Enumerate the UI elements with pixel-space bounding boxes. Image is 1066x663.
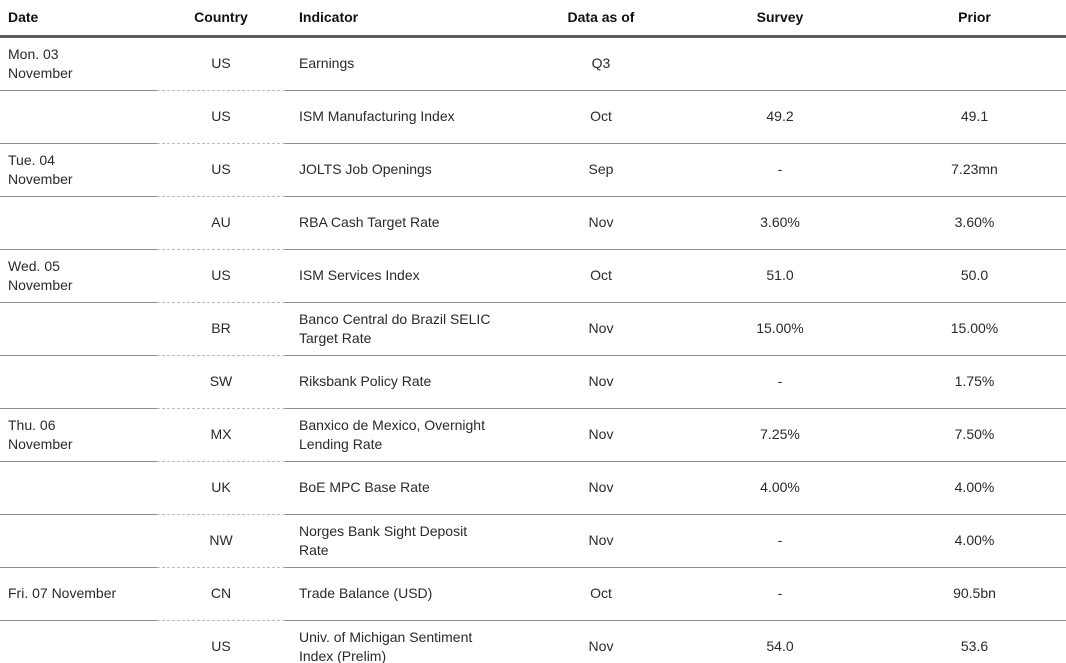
data-as-of-cell: Oct [525, 567, 677, 621]
prior-cell: 4.00% [883, 514, 1066, 568]
country-cell: SW [157, 355, 285, 409]
prior-cell: 50.0 [883, 249, 1066, 303]
indicator-cell: Trade Balance (USD) [285, 567, 525, 621]
table-row: UK BoE MPC Base Rate Nov 4.00% 4.00% [0, 461, 1066, 515]
column-header-indicator: Indicator [285, 0, 525, 38]
prior-cell: 90.5bn [883, 567, 1066, 621]
prior-cell: 7.23mn [883, 143, 1066, 197]
prior-cell: 4.00% [883, 461, 1066, 515]
data-as-of-cell: Nov [525, 461, 677, 515]
data-as-of-cell: Sep [525, 143, 677, 197]
country-cell: US [157, 143, 285, 197]
date-cell: Mon. 03 November [0, 36, 157, 91]
data-as-of-cell: Oct [525, 249, 677, 303]
survey-cell: - [677, 355, 883, 409]
indicator-cell: Riksbank Policy Rate [285, 355, 525, 409]
indicator-cell: Norges Bank Sight Deposit Rate [285, 514, 525, 568]
column-header-country: Country [157, 0, 285, 38]
date-cell [0, 355, 157, 409]
country-cell: BR [157, 302, 285, 356]
column-header-prior: Prior [883, 0, 1066, 38]
survey-cell: 54.0 [677, 620, 883, 663]
date-cell [0, 514, 157, 568]
survey-cell [677, 36, 883, 91]
data-as-of-cell: Q3 [525, 36, 677, 91]
table-row: AU RBA Cash Target Rate Nov 3.60% 3.60% [0, 196, 1066, 250]
table-body: Mon. 03 November US Earnings Q3 US ISM M… [0, 36, 1066, 663]
data-as-of-cell: Nov [525, 514, 677, 568]
data-as-of-cell: Oct [525, 90, 677, 144]
data-as-of-cell: Nov [525, 355, 677, 409]
data-as-of-cell: Nov [525, 620, 677, 663]
date-cell: Thu. 06 November [0, 408, 157, 462]
survey-cell: - [677, 143, 883, 197]
date-cell [0, 302, 157, 356]
country-cell: NW [157, 514, 285, 568]
table-row: Mon. 03 November US Earnings Q3 [0, 36, 1066, 91]
country-cell: US [157, 36, 285, 91]
survey-cell: 3.60% [677, 196, 883, 250]
header-row: Date Country Indicator Data as of Survey… [0, 0, 1066, 38]
date-cell [0, 90, 157, 144]
prior-cell: 53.6 [883, 620, 1066, 663]
data-as-of-cell: Nov [525, 408, 677, 462]
table-row: Tue. 04 November US JOLTS Job Openings S… [0, 143, 1066, 197]
prior-cell [883, 36, 1066, 91]
indicator-cell: JOLTS Job Openings [285, 143, 525, 197]
country-cell: US [157, 90, 285, 144]
country-cell: US [157, 620, 285, 663]
country-cell: MX [157, 408, 285, 462]
table-row: US ISM Manufacturing Index Oct 49.2 49.1 [0, 90, 1066, 144]
table-row: SW Riksbank Policy Rate Nov - 1.75% [0, 355, 1066, 409]
survey-cell: - [677, 514, 883, 568]
indicator-cell: RBA Cash Target Rate [285, 196, 525, 250]
survey-cell: 49.2 [677, 90, 883, 144]
country-cell: AU [157, 196, 285, 250]
survey-cell: 7.25% [677, 408, 883, 462]
country-cell: US [157, 249, 285, 303]
table-row: Wed. 05 November US ISM Services Index O… [0, 249, 1066, 303]
indicator-cell: Banxico de Mexico, Overnight Lending Rat… [285, 408, 525, 462]
data-as-of-cell: Nov [525, 196, 677, 250]
prior-cell: 7.50% [883, 408, 1066, 462]
survey-cell: 4.00% [677, 461, 883, 515]
prior-cell: 1.75% [883, 355, 1066, 409]
indicator-cell: Banco Central do Brazil SELIC Target Rat… [285, 302, 525, 356]
table-row: Fri. 07 November CN Trade Balance (USD) … [0, 567, 1066, 621]
survey-cell: 51.0 [677, 249, 883, 303]
survey-cell: 15.00% [677, 302, 883, 356]
survey-cell: - [677, 567, 883, 621]
table-row: Thu. 06 November MX Banxico de Mexico, O… [0, 408, 1066, 462]
date-cell [0, 620, 157, 663]
date-cell: Fri. 07 November [0, 567, 157, 621]
country-cell: CN [157, 567, 285, 621]
indicator-cell: Univ. of Michigan Sentiment Index (Preli… [285, 620, 525, 663]
column-header-data-as-of: Data as of [525, 0, 677, 38]
table-row: BR Banco Central do Brazil SELIC Target … [0, 302, 1066, 356]
table-row: US Univ. of Michigan Sentiment Index (Pr… [0, 620, 1066, 663]
date-cell: Wed. 05 November [0, 249, 157, 303]
country-cell: UK [157, 461, 285, 515]
prior-cell: 49.1 [883, 90, 1066, 144]
indicator-cell: ISM Manufacturing Index [285, 90, 525, 144]
column-header-survey: Survey [677, 0, 883, 38]
column-header-date: Date [0, 0, 157, 38]
date-cell [0, 196, 157, 250]
indicator-cell: ISM Services Index [285, 249, 525, 303]
date-cell [0, 461, 157, 515]
prior-cell: 3.60% [883, 196, 1066, 250]
table-row: NW Norges Bank Sight Deposit Rate Nov - … [0, 514, 1066, 568]
table-header: Date Country Indicator Data as of Survey… [0, 0, 1066, 38]
date-cell: Tue. 04 November [0, 143, 157, 197]
data-as-of-cell: Nov [525, 302, 677, 356]
prior-cell: 15.00% [883, 302, 1066, 356]
indicator-cell: BoE MPC Base Rate [285, 461, 525, 515]
indicator-cell: Earnings [285, 36, 525, 91]
